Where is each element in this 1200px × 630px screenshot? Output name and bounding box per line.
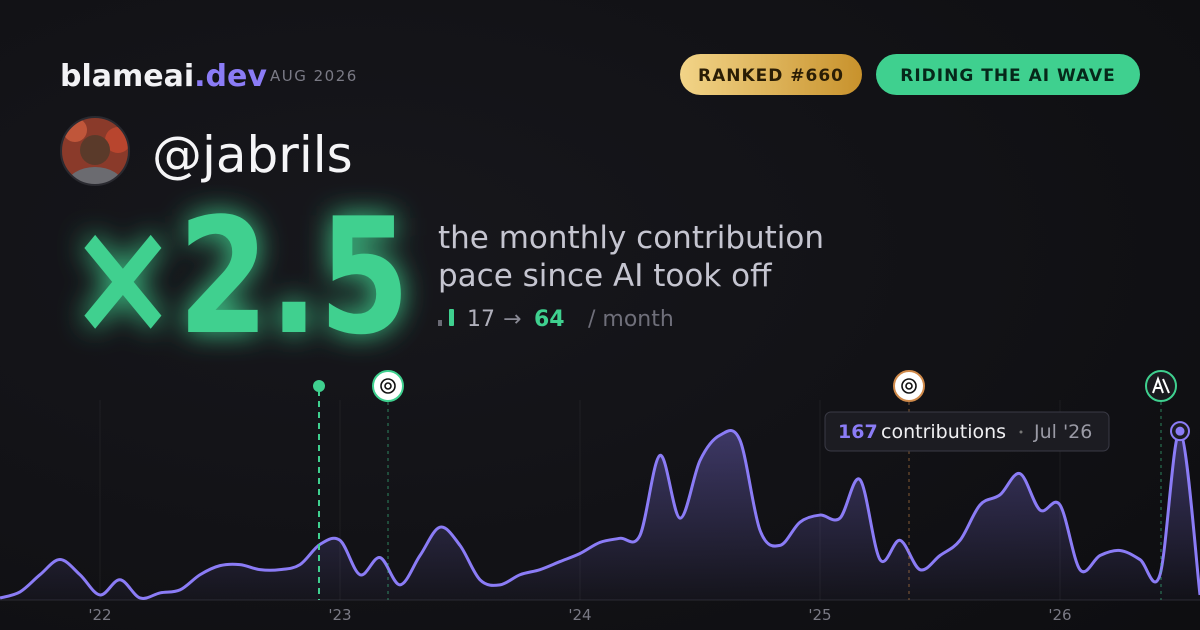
brand-name: blameai (60, 59, 194, 94)
event-icon (893, 370, 925, 402)
multiplier: ×2.5 (68, 183, 410, 370)
pace-unit: / month (588, 307, 674, 332)
pace-icon (438, 320, 442, 326)
events (313, 370, 1177, 600)
tooltip-separator (1019, 430, 1023, 434)
handle: @jabrils (152, 126, 353, 184)
headline-line: the monthly contribution (438, 220, 824, 256)
line (0, 429, 1200, 600)
anthropic-logo (1152, 376, 1170, 394)
pace-arrow: → (503, 307, 521, 332)
event-dot (313, 380, 325, 392)
avatar (61, 117, 129, 185)
brand-tld: .dev (194, 59, 267, 94)
openai-logo (901, 378, 917, 394)
x-tick-label: '22 (88, 606, 111, 624)
headline-line: pace since AI took off (438, 258, 772, 294)
tooltip-unit: contributions (881, 421, 1006, 443)
pace-before: 17 (467, 307, 495, 332)
event-icon (372, 370, 404, 402)
x-tick-label: '24 (568, 606, 591, 624)
tooltip-value: 167 (838, 421, 878, 443)
peak-point (1175, 426, 1185, 436)
badge (876, 54, 1140, 95)
x-tick-label: '25 (808, 606, 831, 624)
badge (680, 54, 862, 95)
chart: '22 '23 '24 '25 '26 (0, 400, 1200, 624)
avatar-ring (60, 116, 130, 186)
pace-after: 64 (534, 307, 565, 332)
tooltip-date: Jul '26 (1033, 421, 1092, 443)
badge-text: RIDING THE AI WAVE (900, 66, 1115, 86)
tooltip (824, 411, 1110, 452)
pace-icon (449, 309, 454, 326)
date: AUG 2026 (270, 67, 358, 85)
area (0, 430, 1200, 600)
x-tick-label: '23 (328, 606, 351, 624)
badge-text: RANKED #660 (698, 66, 844, 86)
x-tick-label: '26 (1048, 606, 1071, 624)
openai-logo (380, 378, 396, 394)
brand: blameai.dev (60, 59, 267, 94)
